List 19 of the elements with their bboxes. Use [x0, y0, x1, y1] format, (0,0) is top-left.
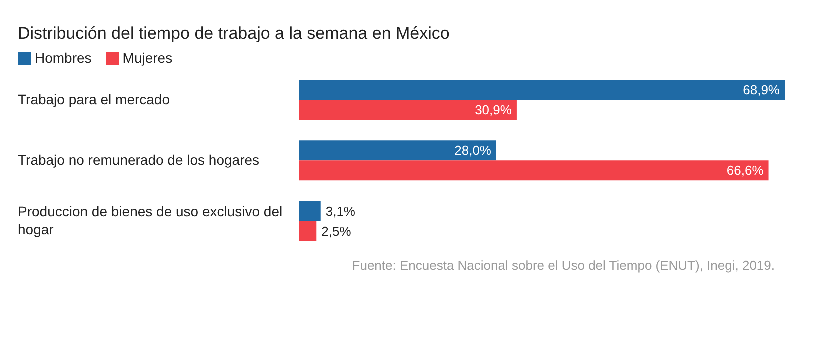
- data-label: 28,0%: [454, 143, 492, 158]
- bar: [299, 221, 317, 242]
- data-label: 2,5%: [322, 224, 352, 239]
- data-label: 3,1%: [326, 204, 356, 219]
- data-label: 68,9%: [743, 82, 780, 98]
- bar: [299, 100, 517, 120]
- y-tick-label: Produccion de bienes de uso exclusivo del hogar: [18, 203, 283, 238]
- chart-title: Distribución del tiempo de trabajo a la semana en México: [18, 24, 451, 44]
- bar: [299, 201, 321, 222]
- bar: [299, 80, 785, 100]
- data-label: 30,9%: [475, 102, 512, 118]
- data-label: 66,6%: [726, 163, 764, 178]
- bar: [299, 160, 769, 181]
- legend-label: Hombres: [35, 50, 92, 66]
- y-tick-label: Trabajo para el mercado: [18, 91, 170, 108]
- y-tick-label: Trabajo no remunerado de los hogares: [18, 152, 260, 168]
- source-note: Fuente: Encuesta Nacional sobre el Uso del Tiempo (ENUT), Inegi, 2019.: [351, 258, 775, 273]
- legend-label: Mujeres: [122, 50, 173, 66]
- bar: [299, 140, 497, 161]
